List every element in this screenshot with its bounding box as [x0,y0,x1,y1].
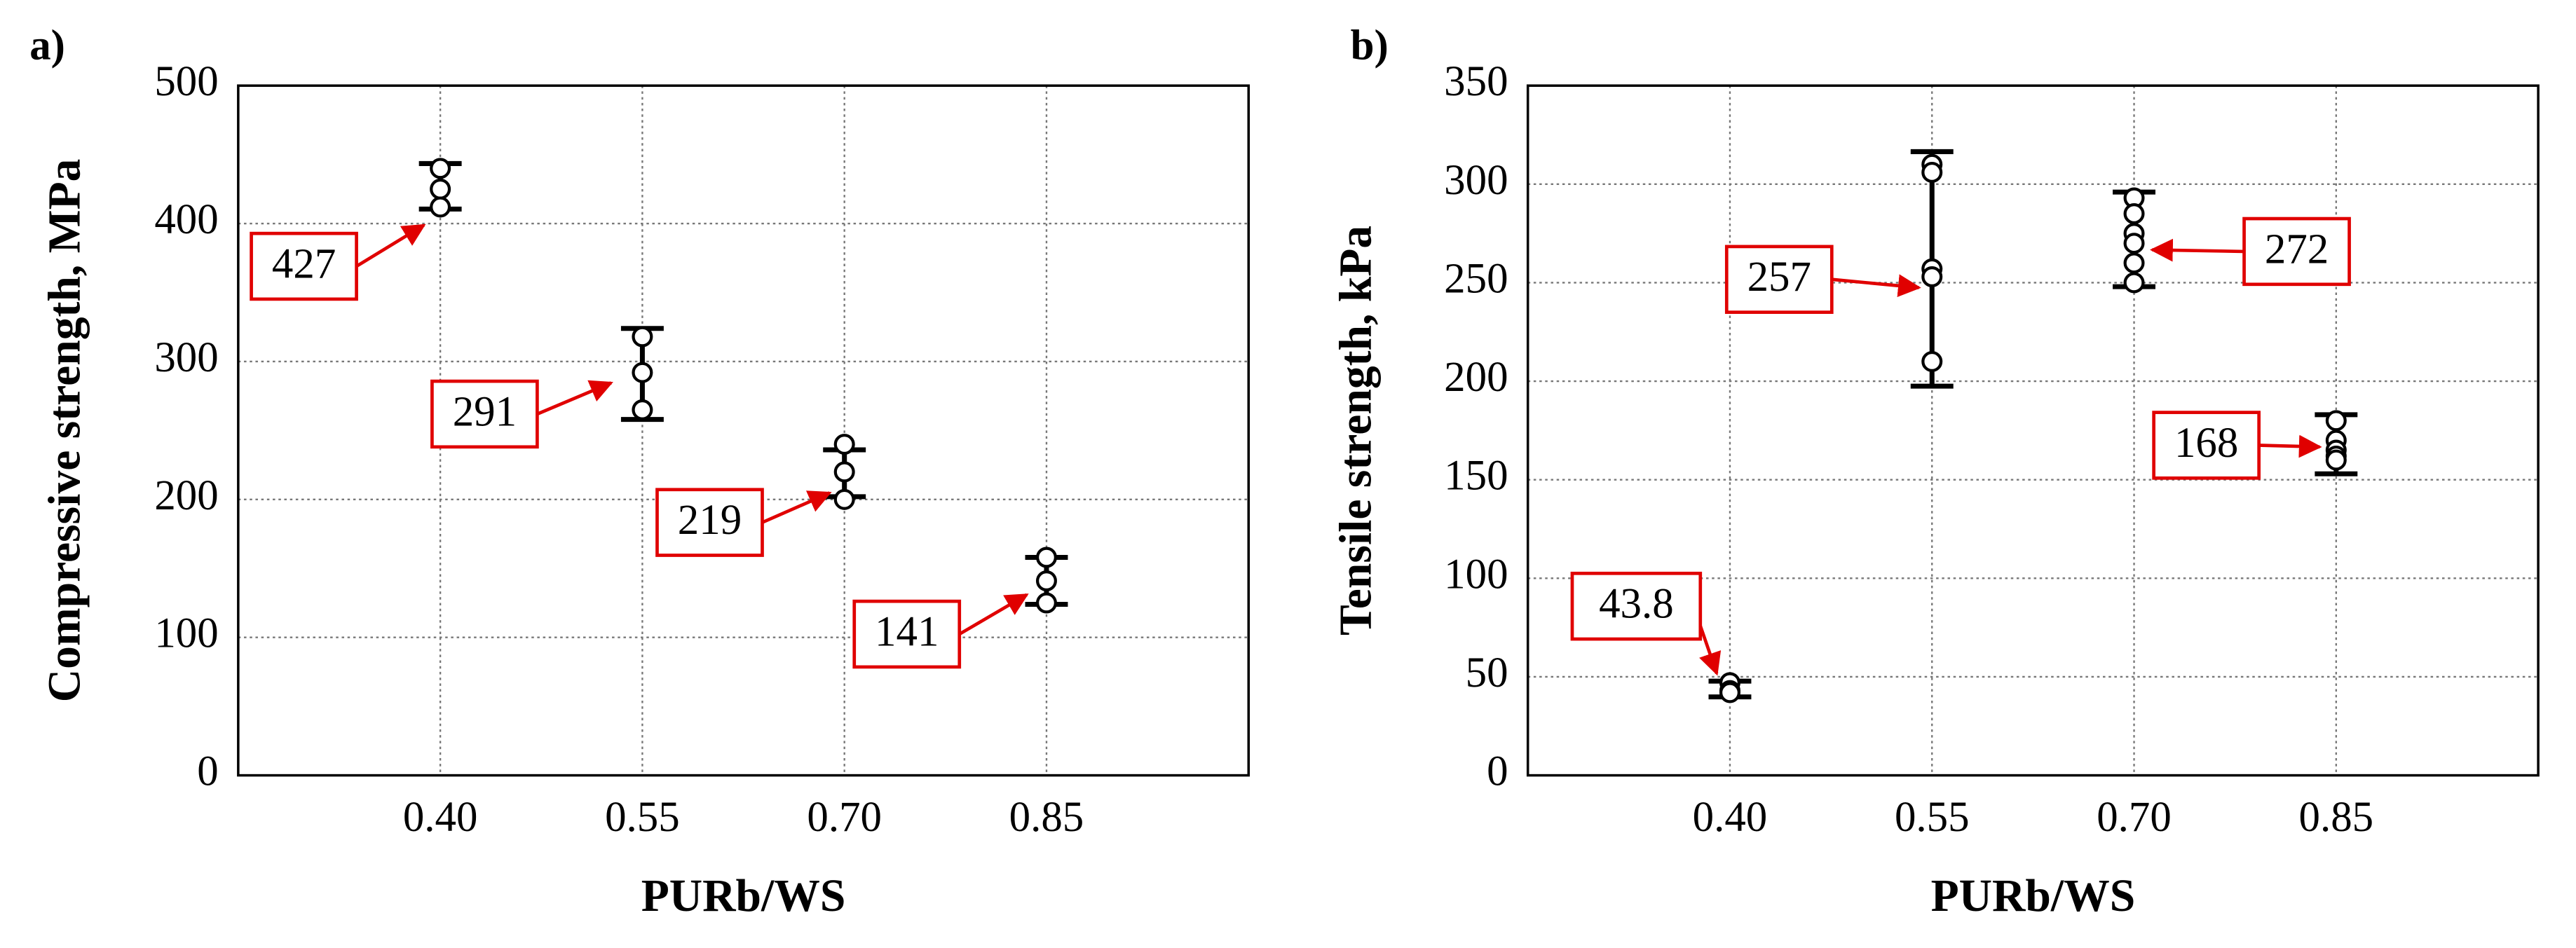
annotation-arrow [1832,274,1921,298]
sample-point [1035,570,1057,591]
x-tick-label: 0.70 [2097,794,2172,841]
y-tick-label: 350 [1444,58,1508,105]
sample-point [833,461,855,483]
y-tick-label: 100 [1444,551,1508,598]
x-tick-label: 0.70 [807,794,882,841]
annotation-arrow [958,593,1029,636]
sample-point [1921,350,1943,372]
sample-point [2123,203,2145,225]
annotation-label: 168 [2174,420,2238,467]
annotation-label: 291 [453,388,517,435]
annotation-label: 219 [678,497,742,544]
y-tick-label: 0 [1487,748,1508,795]
y-tick-label: 500 [154,58,218,105]
x-tick-label: 0.85 [1009,794,1084,841]
annotation-box [2242,217,2351,287]
annotation-box [1570,571,1703,641]
sample-point [632,399,653,420]
sample-point [2325,410,2347,432]
y-tick-label: 200 [154,472,218,519]
x-tick-label: 0.55 [1895,794,1970,841]
sample-point [1035,547,1057,568]
x-axis-title: PURb/WS [1931,871,2136,921]
panel-label: b) [1351,22,1389,69]
x-tick-label: 0.55 [605,794,680,841]
sample-point [2123,233,2145,254]
sample-point [632,326,653,348]
sample-point [430,178,451,200]
sample-point [2123,252,2145,274]
annotation-label: 257 [1747,254,1811,301]
x-tick-label: 0.85 [2299,794,2374,841]
sample-point [1921,266,1943,288]
annotation-box [2152,411,2261,480]
annotation-arrow [761,490,832,524]
sample-point [1921,161,1943,183]
annotation-label: 43.8 [1599,581,1674,628]
y-tick-label: 0 [197,748,218,795]
sample-point [833,434,855,455]
y-tick-label: 150 [1444,453,1508,500]
annotation-label: 141 [875,608,939,655]
annotation-arrow [536,380,613,416]
x-axis-title: PURb/WS [641,871,846,921]
y-tick-label: 50 [1466,650,1508,696]
annotation-label: 427 [272,240,336,287]
panel: b) 0 50 100 150 200 250 300 350 0.40 0.55 0.70 0.85 P… [1331,22,2540,921]
sample-point [833,488,855,510]
annotation-arrow [2258,434,2322,458]
sample-point [1719,682,1740,703]
plot-frame [1526,84,2540,777]
y-tick-label: 200 [1444,354,1508,401]
sample-point [2123,272,2145,294]
y-tick-label: 300 [154,334,218,381]
annotation-arrow [355,224,426,268]
sample-point [1035,592,1057,614]
panel: a) 0 100 200 300 400 500 0.40 0.55 0.70 0.85 PURb/W… [29,22,1250,921]
sample-point [2325,449,2347,471]
annotation-box [655,488,764,557]
y-tick-label: 100 [154,610,218,657]
sample-point [632,362,653,383]
y-tick-label: 250 [1444,255,1508,302]
annotation-label: 272 [2265,226,2329,273]
annotation-arrow [2150,238,2244,262]
x-tick-label: 0.40 [1693,794,1768,841]
annotation-arrow [1698,625,1722,676]
x-tick-label: 0.40 [403,794,478,841]
y-axis-title: Compressive strength, MPa [40,159,90,703]
annotation-box [1724,245,1834,314]
y-tick-label: 300 [1444,157,1508,204]
annotation-box [430,379,539,449]
panel-label: a) [29,22,65,69]
plot-frame [237,84,1250,777]
sample-point [430,158,451,179]
annotation-box [250,231,358,301]
y-axis-title: Tensile strength, kPa [1331,226,1382,636]
sample-point [430,196,451,218]
y-tick-label: 400 [154,196,218,243]
annotation-box [852,599,962,669]
